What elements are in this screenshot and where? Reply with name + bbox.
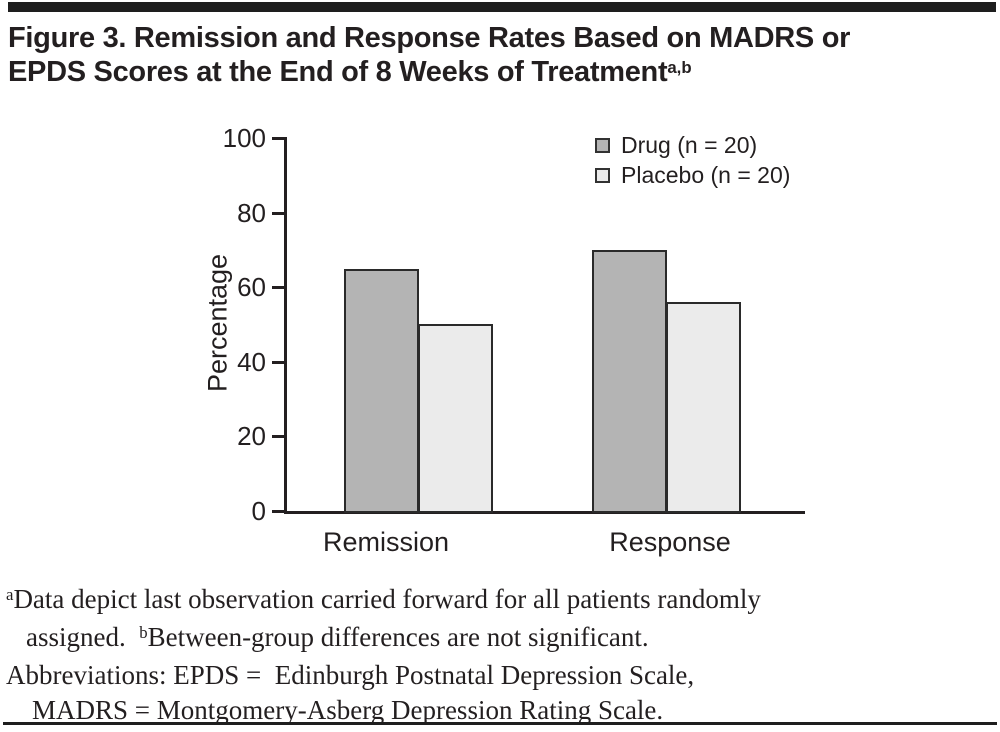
legend-item-drug: Drug (n = 20): [595, 133, 757, 157]
footnote-line-4: MADRS = Montgomery-Asberg Depression Rat…: [32, 695, 664, 725]
bar-remission-placebo: [418, 324, 493, 513]
footnote-line-3: Abbreviations: EPDS = Edinburgh Postnata…: [6, 660, 695, 690]
x-category-label-response: Response: [609, 527, 731, 557]
top-rule: [8, 2, 996, 12]
bar-response-drug: [592, 250, 667, 513]
footnote-sup-a: a: [6, 584, 14, 604]
y-axis-line: [284, 137, 287, 514]
x-category-label-remission: Remission: [322, 527, 450, 557]
x-axis-line: [284, 511, 805, 514]
figure-title-line2: EPDS Scores at the End of 8 Weeks of Tre…: [8, 55, 850, 93]
y-tick-mark-60: [272, 286, 284, 289]
legend-swatch-placebo: [595, 167, 610, 183]
legend-label-drug: Drug (n = 20): [621, 132, 758, 158]
y-tick-label-20: 20: [237, 421, 266, 451]
bottom-rule: [3, 722, 997, 725]
y-tick-label-60: 60: [237, 272, 266, 302]
footnote-line-1-text: Data depict last observation carried for…: [13, 584, 761, 614]
footnote-sup-b: b: [139, 622, 148, 642]
y-tick-mark-40: [272, 361, 284, 364]
figure-title-line1: Figure 3. Remission and Response Rates B…: [8, 21, 850, 55]
legend-swatch-drug: [595, 137, 610, 153]
y-tick-label-100: 100: [222, 123, 266, 153]
footnotes: aData depict last observation carried fo…: [6, 582, 992, 728]
footnote-line-1: aData depict last observation carried fo…: [6, 582, 992, 620]
figure-title-line1-text: Figure 3. Remission and Response Rates B…: [8, 22, 851, 54]
legend-label-placebo: Placebo (n = 20): [621, 162, 791, 188]
y-tick-mark-0: [272, 510, 284, 513]
y-tick-label-0: 0: [251, 496, 266, 526]
y-tick-mark-100: [272, 137, 284, 140]
y-tick-mark-20: [272, 435, 284, 438]
figure-title-superscript: a,b: [667, 58, 692, 78]
bar-response-placebo: [666, 302, 741, 513]
y-tick-label-40: 40: [237, 347, 266, 377]
y-tick-label-80: 80: [237, 198, 266, 228]
footnote-line-2-text: Between-group differences are not signif…: [147, 622, 649, 652]
y-tick-mark-80: [272, 212, 284, 215]
footnote-line-2: assigned. bBetween-group differences are…: [6, 620, 992, 658]
figure-title-line2-text: EPDS Scores at the End of 8 Weeks of Tre…: [8, 56, 668, 88]
legend-item-placebo: Placebo (n = 20): [595, 163, 790, 187]
footnote-line-2-start: assigned.: [26, 622, 140, 652]
figure-title: Figure 3. Remission and Response Rates B…: [8, 21, 850, 93]
bar-remission-drug: [344, 269, 419, 513]
